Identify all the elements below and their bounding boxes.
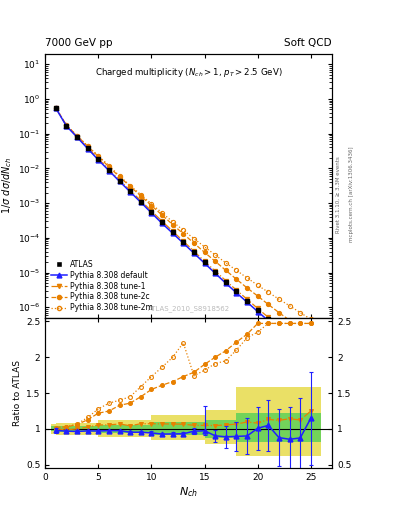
- X-axis label: $N_{ch}$: $N_{ch}$: [179, 485, 198, 499]
- Legend: ATLAS, Pythia 8.308 default, Pythia 8.308 tune-1, Pythia 8.308 tune-2c, Pythia 8: ATLAS, Pythia 8.308 default, Pythia 8.30…: [49, 258, 155, 314]
- Text: Soft QCD: Soft QCD: [285, 37, 332, 48]
- Text: mcplots.cern.ch [arXiv:1306.3436]: mcplots.cern.ch [arXiv:1306.3436]: [349, 147, 354, 242]
- Text: Charged multiplicity ($N_{ch}>1$, $p_T>2.5$ GeV): Charged multiplicity ($N_{ch}>1$, $p_T>2…: [95, 66, 283, 79]
- Y-axis label: $1/\sigma\ d\sigma/dN_{ch}$: $1/\sigma\ d\sigma/dN_{ch}$: [0, 157, 14, 215]
- Text: ATLAS_2010_S8918562: ATLAS_2010_S8918562: [148, 306, 230, 312]
- Text: 7000 GeV pp: 7000 GeV pp: [45, 37, 113, 48]
- Y-axis label: Ratio to ATLAS: Ratio to ATLAS: [13, 360, 22, 426]
- Text: Rivet 3.1.10, ≥ 3.3M events: Rivet 3.1.10, ≥ 3.3M events: [336, 156, 341, 233]
